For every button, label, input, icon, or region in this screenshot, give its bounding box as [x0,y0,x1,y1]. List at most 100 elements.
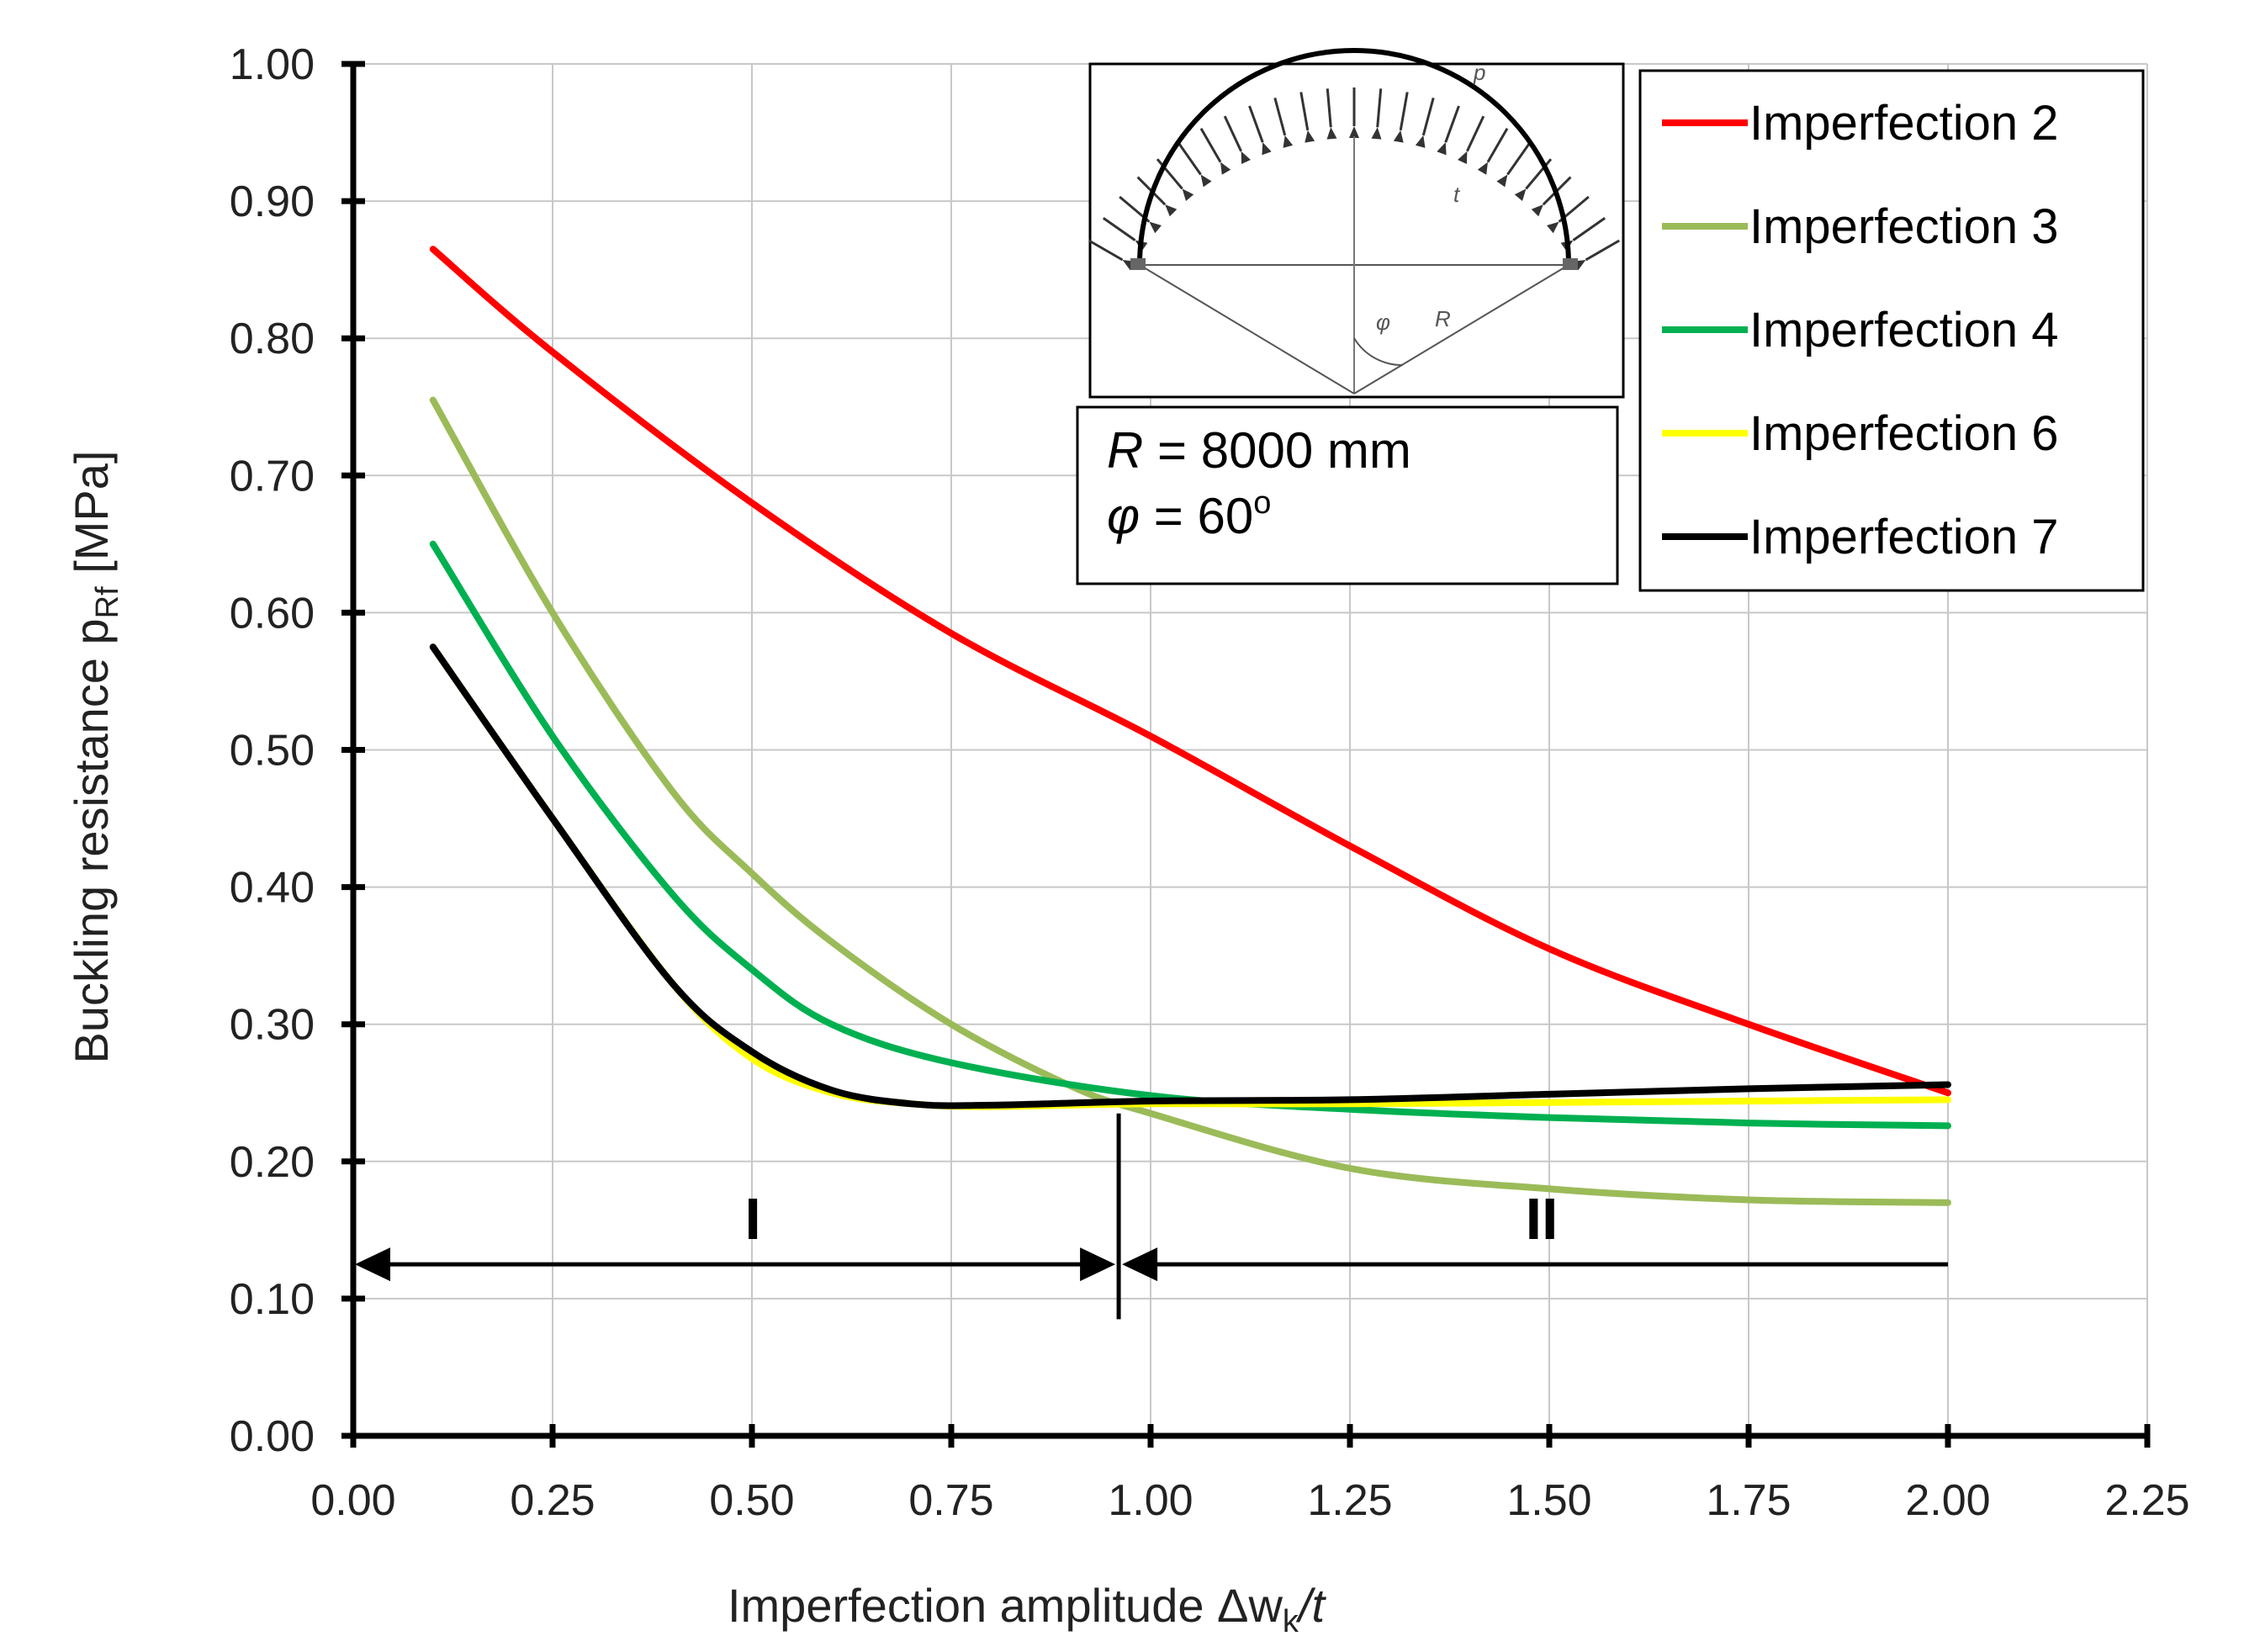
pressure-arrowhead [1437,142,1447,156]
pressure-arrowhead [1393,130,1404,143]
pressure-arrowhead [1182,188,1194,201]
angle-parameter: φ = 60o [1107,485,1271,544]
zone-II-label: II [1526,1186,1559,1252]
pressure-arrowhead [1326,127,1337,140]
pressure-arrowhead [1165,204,1178,217]
arch-shell [1137,48,1571,266]
pressure-arrowhead [1200,174,1212,188]
thickness-label: t [1453,182,1461,207]
x-tick-label: 0.75 [908,1476,993,1525]
radius-parameter: R = 8000 mm [1107,422,1411,479]
x-tick-label: 0.25 [510,1476,595,1525]
pressure-arrowhead [1283,135,1294,148]
pressure-arrow [1199,128,1222,163]
legend: Imperfection 2 Imperfection 3 Imperfection… [1638,69,2145,592]
y-tick-label: 0.50 [230,727,315,776]
pressure-arrowhead [1514,188,1527,201]
pressure-arrowhead [1149,221,1162,234]
parameters-box: R = 8000 mm φ = 60o [1076,405,1619,585]
x-tick-label: 0.50 [709,1476,794,1525]
pressure-arrows [1088,87,1620,271]
data-series [429,246,1951,1206]
y-axis-title: Buckling resistance pRf [MPa] [65,451,125,1064]
y-tick-label: 0.00 [230,1412,315,1461]
legend-label-imperfection-4: Imperfection 4 [1749,303,2059,357]
x-tick-label: 0.00 [310,1476,395,1525]
zone-I-arrowhead-left [355,1247,390,1282]
pressure-arrow [1585,239,1620,262]
pressure-arrow [1156,158,1183,190]
series-line-imperfection-7 [429,643,1951,1109]
inset-frame [1088,62,1625,399]
y-tick-label: 0.10 [230,1275,315,1324]
y-tick-label: 0.40 [230,864,315,913]
legend-label-imperfection-2: Imperfection 2 [1749,96,2059,151]
x-tick-label: 1.25 [1307,1476,1392,1525]
pressure-arrow [1248,105,1264,143]
pressure-arrow [1088,239,1124,262]
pressure-arrow [1299,92,1310,131]
arch-schematic-inset: p t φ R [1088,48,1625,399]
series-line-imperfection-4 [429,540,1951,1130]
pressure-arrow [1177,141,1202,176]
y-tick-label: 0.90 [230,177,315,226]
pressure-arrowhead [1305,130,1315,143]
pressure-arrowhead [1415,135,1426,148]
pressure-arrow [1102,216,1136,241]
load-label: p [1473,60,1485,85]
angle-arc [1353,337,1404,367]
zone-I-arrowhead-right [1080,1247,1116,1282]
series-line-imperfection-3 [429,396,1951,1206]
pressure-arrow [1399,92,1409,131]
y-tick-label: 1.00 [230,40,315,89]
pressure-arrow [1466,115,1485,152]
series-line-imperfection-2 [429,246,1951,1097]
pressure-arrowhead [1262,142,1272,156]
legend-label-imperfection-6: Imperfection 6 [1749,406,2059,461]
x-tick-label: 2.25 [2104,1476,2189,1525]
tick-labels: 0.00 0.25 0.50 0.75 1.00 1.25 1.50 1.75 2.00 2.25… [230,40,2190,1525]
pressure-arrow [1376,88,1383,128]
parameters-frame [1076,405,1619,585]
x-tick-label: 1.75 [1706,1476,1791,1525]
pressure-arrowhead [1220,161,1231,175]
x-tick-label: 2.00 [1905,1476,1990,1525]
pressure-arrow [1572,216,1606,241]
x-tick-label: 1.00 [1108,1476,1193,1525]
pressure-arrow [1273,98,1287,136]
legend-label-imperfection-3: Imperfection 3 [1749,199,2059,254]
y-tick-label: 0.60 [230,589,315,638]
legend-label-imperfection-7: Imperfection 7 [1749,510,2059,564]
pressure-arrow [1421,98,1435,136]
y-tick-label: 0.80 [230,315,315,363]
pressure-arrowhead [1371,127,1382,140]
pressure-arrow [1444,105,1460,143]
radius-line-left [1139,264,1355,394]
pressure-arrowhead [1547,221,1559,234]
pressure-arrowhead [1458,151,1468,165]
x-tick-label: 1.50 [1506,1476,1591,1525]
x-axis-title: Imperfection amplitude Δwk/t [728,1579,1326,1639]
radius-line-right [1353,264,1569,394]
pressure-arrowhead [1477,161,1488,175]
pressure-arrow [1326,88,1332,128]
pressure-arrow [1506,141,1532,176]
pressure-arrowhead [1241,151,1251,165]
pressure-arrowhead [1349,126,1359,138]
pressure-arrow [1223,115,1242,152]
zone-annotations: I II [355,1113,1948,1320]
support-left [1130,258,1146,270]
y-tick-label: 0.30 [230,1001,315,1050]
radius-label: R [1435,306,1451,331]
support-right [1563,258,1578,270]
pressure-arrow [1486,128,1509,163]
axes [341,61,2151,1448]
y-tick-label: 0.20 [230,1138,315,1187]
angle-label: φ [1376,310,1390,335]
pressure-arrowhead [1496,174,1508,188]
zone-I-label: I [744,1186,760,1252]
pressure-arrowhead [1531,204,1543,217]
pressure-arrow [1525,158,1553,190]
y-tick-label: 0.70 [230,452,315,500]
